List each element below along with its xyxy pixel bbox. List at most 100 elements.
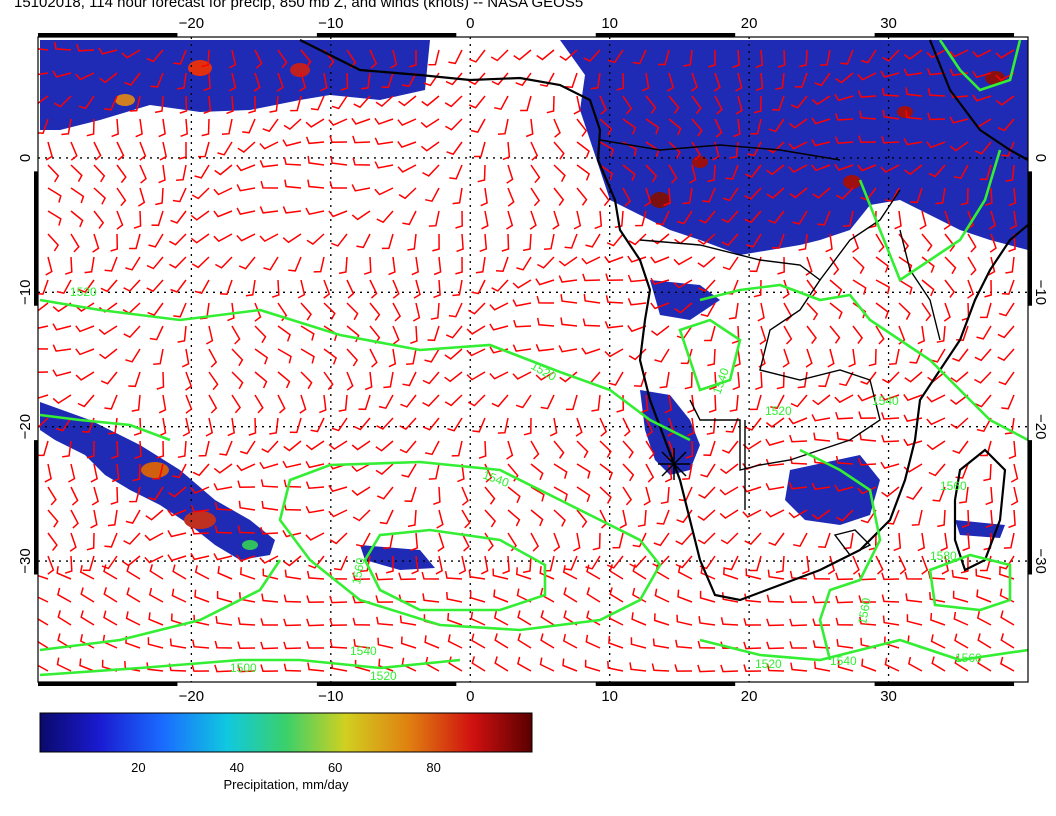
wind-barb	[185, 394, 193, 414]
wind-barb	[852, 279, 867, 295]
precip-region-south-africa	[785, 455, 880, 525]
wind-barb	[903, 438, 923, 447]
wind-barb	[746, 233, 762, 248]
wind-barb	[208, 371, 219, 391]
wind-barb	[424, 635, 440, 649]
wind-barb	[254, 325, 267, 344]
wind-barb	[269, 95, 279, 113]
wind-barb	[812, 187, 831, 199]
wind-barb	[148, 612, 164, 626]
wind-barb	[687, 394, 695, 414]
wind-barb	[857, 164, 877, 172]
x-tick-label-top: −10	[318, 15, 343, 32]
wind-barb	[707, 348, 716, 367]
wind-barb	[564, 555, 578, 571]
wind-barb	[875, 256, 889, 273]
wind-barb	[47, 509, 59, 528]
wind-barb	[38, 417, 49, 429]
wind-barb	[875, 279, 891, 295]
wind-barb	[99, 72, 118, 84]
wind-barb	[461, 532, 470, 552]
wind-barb	[653, 532, 670, 547]
wind-barb	[1000, 633, 1015, 649]
wind-barb	[484, 509, 497, 528]
wind-barb	[788, 141, 808, 150]
wind-barb	[706, 417, 716, 435]
wind-barb	[645, 463, 655, 483]
wind-barb	[814, 72, 831, 87]
wind-barb	[585, 233, 601, 248]
wind-barb	[793, 532, 808, 548]
wind-barb	[328, 509, 348, 518]
wind-barb	[684, 371, 693, 390]
wind-barb	[954, 633, 969, 649]
wind-barb	[507, 532, 517, 552]
wind-barb	[237, 617, 256, 626]
wind-barb	[632, 532, 647, 548]
wind-barb	[172, 187, 187, 203]
x-tick-label-top: 0	[466, 15, 474, 32]
wind-barb	[116, 210, 124, 230]
wind-barb	[402, 210, 417, 226]
wind-barb	[936, 325, 946, 343]
wind-barb	[413, 279, 421, 299]
wind-barb	[479, 233, 488, 253]
wind-barb	[612, 532, 624, 549]
wind-barb	[338, 256, 348, 275]
wind-barb	[813, 432, 831, 442]
wind-barb	[926, 440, 946, 451]
wind-barb	[254, 394, 264, 414]
wind-barb	[929, 592, 946, 603]
wind-barb	[306, 570, 325, 580]
x-tick-label-bottom: 20	[741, 688, 758, 705]
wind-barb	[980, 440, 992, 457]
country-border	[599, 139, 841, 161]
wind-barb	[401, 463, 417, 478]
wind-barb	[835, 72, 854, 84]
wind-barb	[428, 463, 440, 480]
wind-barb	[507, 463, 519, 482]
wind-barb	[1003, 532, 1015, 549]
wind-barb	[536, 295, 555, 304]
wind-barb	[943, 302, 951, 322]
wind-barb	[663, 187, 671, 207]
wind-barb	[198, 141, 210, 158]
wind-barb	[145, 509, 164, 521]
wind-barb	[582, 273, 601, 282]
wind-barb	[497, 118, 509, 135]
wind-barb	[116, 164, 127, 184]
wind-barb	[245, 279, 256, 297]
wind-barb	[478, 440, 487, 459]
wind-barb	[848, 348, 856, 368]
wind-barb	[835, 572, 854, 581]
wind-barb	[123, 325, 141, 339]
wind-barb	[397, 140, 417, 148]
wind-barb	[392, 302, 402, 322]
wind-barb	[78, 279, 95, 294]
x-tick-label-bottom: 0	[466, 688, 474, 705]
wind-barb	[668, 141, 681, 159]
wind-barb	[944, 233, 956, 252]
wind-barb	[238, 256, 256, 270]
wind-barb	[743, 664, 762, 672]
wind-barb	[231, 348, 244, 367]
wind-barb	[530, 509, 544, 527]
wind-barb	[943, 210, 951, 230]
wind-barb	[215, 615, 233, 626]
wind-barb	[529, 210, 537, 230]
wind-barb	[282, 206, 302, 214]
wind-barb	[949, 116, 969, 124]
wind-barb	[745, 417, 762, 431]
wind-barb	[906, 614, 923, 626]
colorbar-tick-label: 20	[131, 760, 145, 775]
wind-barb	[471, 633, 486, 649]
precip-region-central-africa	[560, 40, 1028, 255]
wind-barb	[893, 532, 902, 552]
precip-core	[897, 106, 913, 118]
wind-barb	[573, 532, 581, 552]
wind-barb	[766, 164, 785, 176]
wind-barb	[38, 574, 49, 580]
wind-barb	[645, 417, 654, 437]
wind-barb	[374, 161, 394, 169]
wind-barb	[422, 593, 440, 603]
